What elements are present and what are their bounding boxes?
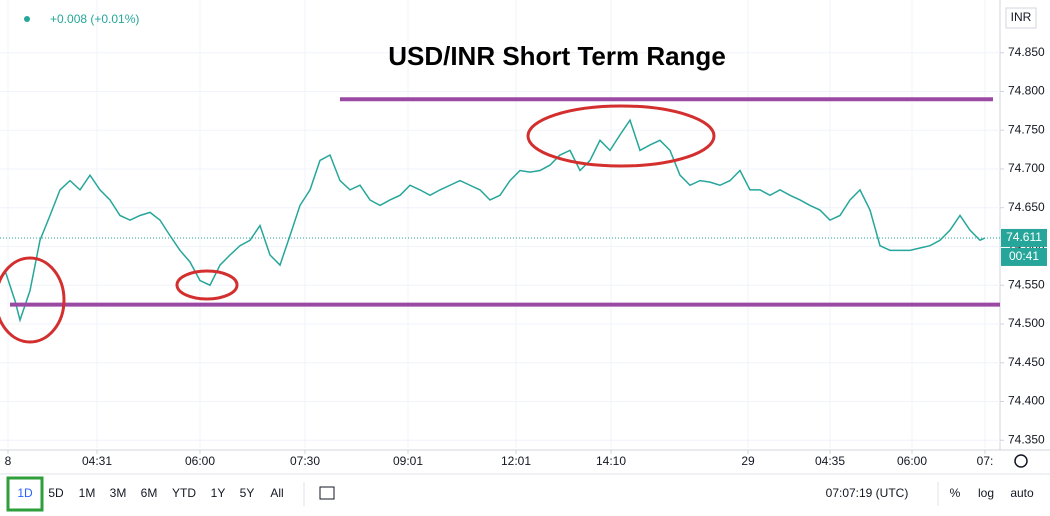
price-line [4,118,986,323]
icon[interactable] [319,486,335,500]
y-tick-label: 74.550 [1008,277,1045,291]
range-button[interactable]: 3M [110,486,127,500]
range-button[interactable]: 1D [17,486,33,500]
x-tick-label: 09:01 [393,454,423,468]
y-tick-label: 74.850 [1008,45,1045,59]
x-tick-label: 12:01 [501,454,531,468]
selected-range-box [6,476,44,512]
x-tick-label: 29 [741,454,755,468]
x-tick-label: 07:30 [290,454,320,468]
y-tick-label: 74.800 [1008,84,1045,98]
x-tick-label: 06:00 [897,454,927,468]
y-tick-label: 74.350 [1008,432,1045,446]
highlight-circle [175,269,239,301]
y-tick-label: 74.450 [1008,355,1045,369]
range-button[interactable]: YTD [172,486,196,500]
range-button[interactable]: 5Y [240,486,255,500]
countdown: 00:41 [1009,249,1039,263]
y-tick-label: 74.700 [1008,161,1045,175]
y-tick-label: 74.400 [1008,394,1045,408]
scale-option[interactable]: log [978,486,994,500]
scale-option[interactable]: auto [1010,486,1034,500]
x-tick-label: 14:10 [596,454,626,468]
price-change: +0.008 (+0.01%) [50,12,139,26]
highlight-circle [0,256,66,344]
x-tick-label: 06:00 [185,454,215,468]
y-tick-label: 74.650 [1008,200,1045,214]
last-price-box [1001,228,1047,247]
range-button[interactable]: 6M [141,486,158,500]
x-tick-label: 04:31 [82,454,112,468]
status-dot [24,16,30,22]
y-tick-label: 74.500 [1008,316,1045,330]
x-tick-label: 07: [977,454,994,468]
range-button[interactable]: All [270,486,283,500]
x-tick-label: 04:35 [815,454,845,468]
clock: 07:07:19 (UTC) [826,486,909,500]
scale-option[interactable]: % [950,486,961,500]
range-button[interactable]: 1Y [211,486,226,500]
highlight-circle [526,104,716,168]
date-range-icon[interactable] [319,486,335,500]
last-price-label: 74.611 [1006,230,1042,244]
y-tick-label: 74.750 [1008,122,1045,136]
settings-icon[interactable] [1014,454,1028,468]
currency-box[interactable] [1005,7,1037,29]
currency[interactable]: INR [1011,10,1032,24]
range-button[interactable]: 5D [48,486,64,500]
countdown-box [1001,247,1047,266]
range-button[interactable]: 1M [79,486,96,500]
x-tick-label: 8 [5,454,12,468]
chart-title: USD/INR Short Term Range [388,41,726,71]
